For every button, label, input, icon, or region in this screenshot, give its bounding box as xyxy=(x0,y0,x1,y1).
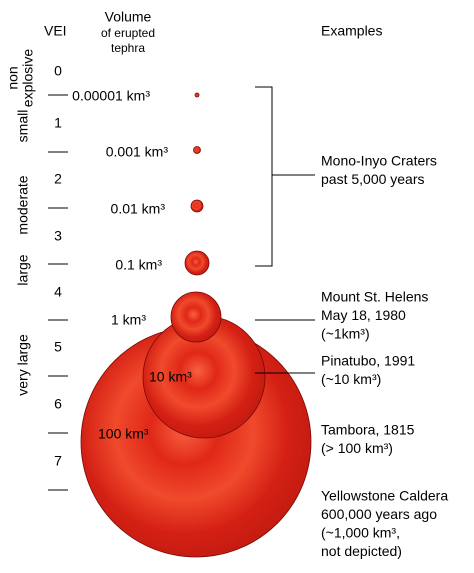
bracket xyxy=(255,86,273,267)
spheres xyxy=(80,92,312,558)
explosivity-label: explosive xyxy=(20,49,36,108)
sphere-0-001 xyxy=(193,146,201,154)
vei-number: 2 xyxy=(54,171,62,187)
volume-label: 10 km³ xyxy=(149,369,192,385)
explosivity-label: non xyxy=(5,66,21,89)
vei-levels: 0 1 2 3 4 5 6 7 xyxy=(54,63,62,469)
sphere-0-1 xyxy=(184,250,210,276)
example-text: 600,000 years ago xyxy=(321,506,437,522)
example-text: Mount St. Helens xyxy=(321,289,428,305)
vei-number: 1 xyxy=(54,115,62,131)
explosivity-label: large xyxy=(15,254,31,285)
vei-header: VEI xyxy=(44,23,67,39)
volume-label: 0.01 km³ xyxy=(111,201,166,217)
example-text: Yellowstone Caldera xyxy=(321,488,448,504)
volume-subheader: of erupted xyxy=(101,26,155,40)
explosivity-label: very large xyxy=(15,334,31,396)
sphere-1 xyxy=(170,291,222,343)
vei-number: 5 xyxy=(54,339,62,355)
vei-number: 6 xyxy=(54,396,62,412)
volume-labels: 0.00001 km³ 0.001 km³ 0.01 km³ 0.1 km³ 1 km³… xyxy=(72,88,192,442)
leaders xyxy=(255,86,315,374)
volume-label: 0.00001 km³ xyxy=(72,88,150,104)
vei-number: 4 xyxy=(54,284,62,300)
volume-label: 0.001 km³ xyxy=(106,144,169,160)
sphere-0-01 xyxy=(190,199,204,213)
vei-number: 3 xyxy=(54,228,62,244)
volume-label: 1 km³ xyxy=(111,312,146,328)
example-text: not depicted) xyxy=(321,543,402,559)
volume-subheader: tephra xyxy=(111,41,145,55)
example-text: Mono-Inyo Craters xyxy=(321,153,437,169)
example-text: (~1,000 km³, xyxy=(321,525,400,541)
example-text: (~1km³) xyxy=(321,326,370,342)
examples-header: Examples xyxy=(321,23,382,39)
volume-label: 100 km³ xyxy=(98,426,149,442)
examples: Mono-Inyo Craters past 5,000 years Mount S… xyxy=(321,153,448,560)
example-text: past 5,000 years xyxy=(321,171,425,187)
example-text: May 18, 1980 xyxy=(321,307,406,323)
example-text: (> 100 km³) xyxy=(321,440,393,456)
vei-number: 7 xyxy=(54,453,62,469)
dividers xyxy=(48,94,68,491)
volume-header: Volume xyxy=(105,9,152,25)
explosivity-label: moderate xyxy=(15,175,31,234)
example-text: Tambora, 1815 xyxy=(321,422,415,438)
example-text: Pinatubo, 1991 xyxy=(321,353,415,369)
explosivity-label: small xyxy=(15,110,31,143)
volume-label: 0.1 km³ xyxy=(115,257,162,273)
example-text: (~10 km³) xyxy=(321,371,381,387)
vei-number: 0 xyxy=(54,63,62,79)
sphere-0-00001 xyxy=(194,92,200,98)
